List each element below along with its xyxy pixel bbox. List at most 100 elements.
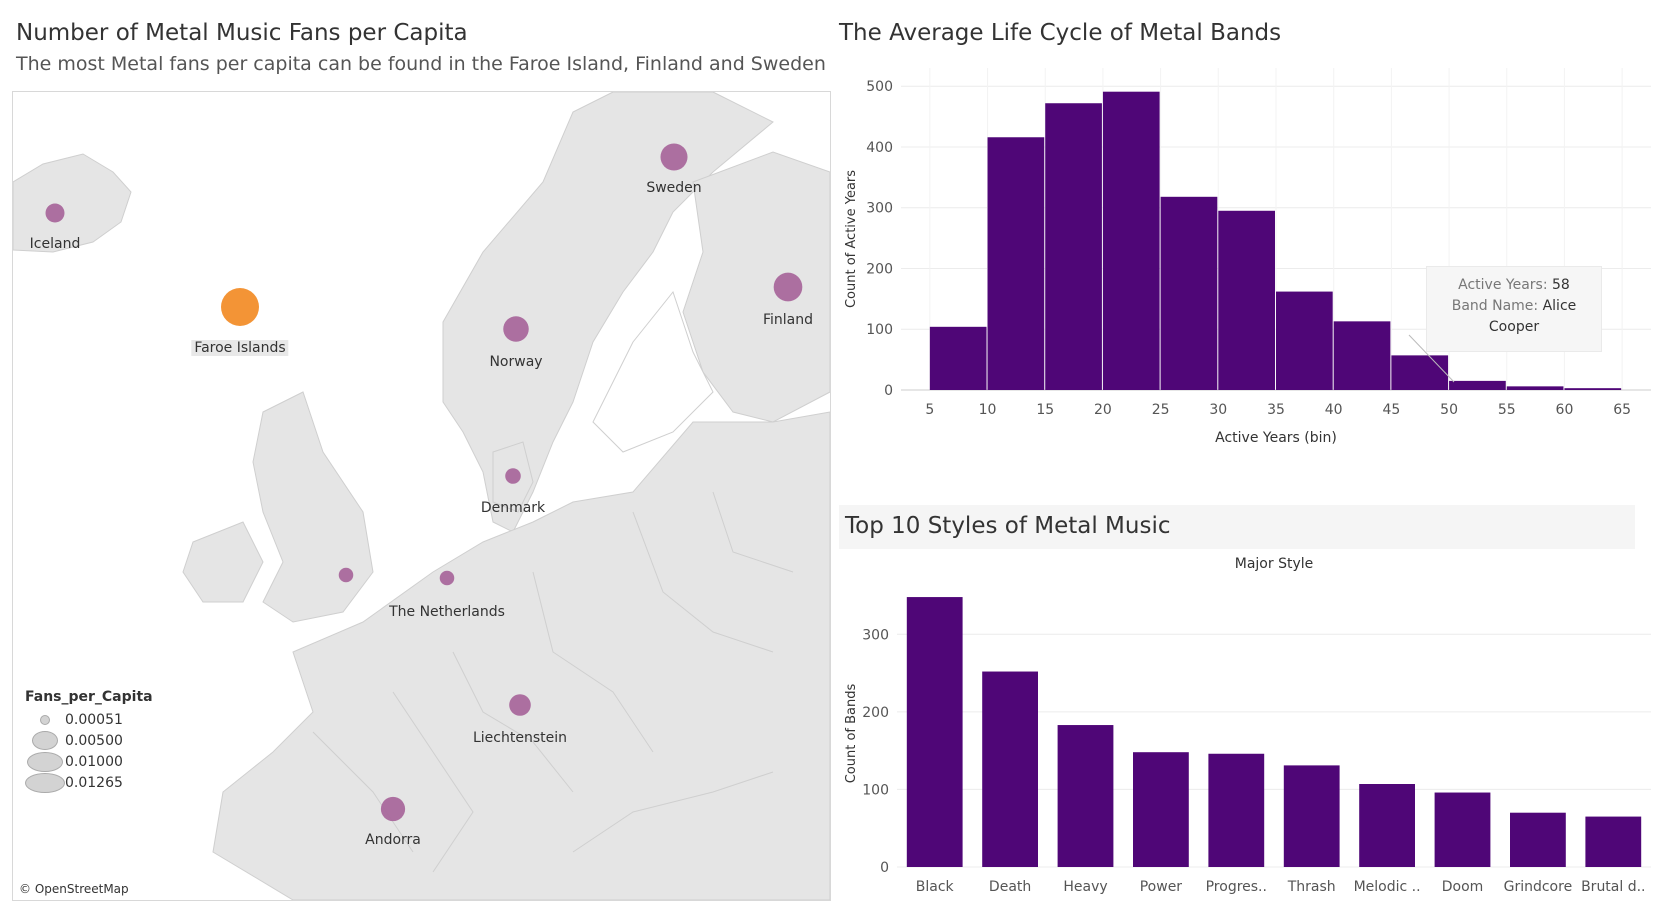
bars-x-tick-label: Power [1140, 879, 1183, 895]
hist-y-tick-label: 200 [866, 261, 893, 277]
hist-bar [1391, 355, 1449, 390]
histogram-tooltip: Active Years: 58 Band Name: Alice Cooper [1426, 266, 1602, 352]
map-point-label: Iceland [29, 236, 81, 252]
legend-title: Fans_per_Capita [25, 689, 153, 705]
bars-x-tick-label: Grindcore [1504, 879, 1573, 895]
histogram-chart[interactable]: 0 100 200 300 400 500 5 10 15 20 25 30 35 40 45 50 55 60 6… [839, 60, 1657, 480]
hist-y-tick-label: 500 [866, 79, 893, 95]
hist-bar [987, 137, 1045, 390]
legend-size-marker [32, 731, 58, 750]
hist-bar [1276, 291, 1333, 390]
map-title: Number of Metal Music Fans per Capita [16, 20, 468, 46]
tooltip-key: Band Name: [1451, 298, 1539, 314]
map-point [505, 468, 521, 484]
bars-y-tick-label: 300 [862, 627, 889, 643]
legend-row: 0.01000 [25, 751, 153, 772]
bars-x-tick-label: Black [916, 879, 955, 895]
hist-x-axis-label: Active Years (bin) [1215, 430, 1337, 446]
size-legend: Fans_per_Capita 0.00051 0.00500 0.01000 … [25, 689, 153, 793]
bar-chart[interactable]: Major Style 0 100 200 300 Black Death Heavy Powe… [839, 550, 1657, 911]
tooltip-line-3: Cooper [1427, 317, 1601, 338]
legend-value: 0.00500 [65, 732, 123, 749]
map-point [338, 567, 354, 583]
hist-y-tick-label: 300 [866, 201, 893, 217]
hist-bar [1333, 321, 1391, 390]
bars-column-header: Major Style [1235, 556, 1313, 572]
legend-size-marker [25, 772, 65, 793]
bars-x-tick-label: Doom [1442, 879, 1484, 895]
hist-bar [1564, 388, 1622, 390]
hist-bar [1102, 91, 1160, 390]
hist-x-tick-label: 40 [1325, 402, 1343, 418]
map-point [380, 796, 406, 822]
bars-bar [1585, 816, 1642, 867]
bars-bar [1208, 753, 1265, 867]
tooltip-key: Active Years: [1458, 277, 1548, 293]
bars-x-tick-label: Melodic .. [1354, 879, 1421, 895]
map-point [509, 694, 531, 716]
hist-x-tick-label: 30 [1209, 402, 1227, 418]
hist-x-tick-label: 55 [1498, 402, 1516, 418]
bars-y-tick-label: 0 [880, 860, 889, 876]
map-point [439, 570, 455, 586]
legend-size-marker [40, 714, 50, 725]
hist-x-tick-label: 65 [1613, 402, 1631, 418]
hist-x-tick-label: 25 [1152, 402, 1170, 418]
bars-x-tick-label: Thrash [1287, 879, 1336, 895]
bars-bar [1133, 752, 1189, 867]
bars-bar [1359, 784, 1415, 867]
bars-x-tick-label: Heavy [1063, 879, 1107, 895]
hist-bar [1160, 196, 1218, 390]
map-point [45, 203, 65, 223]
bars-bar [1057, 725, 1114, 867]
hist-y-tick-label: 0 [884, 383, 893, 399]
tooltip-line-2: Band Name: Alice [1427, 296, 1601, 317]
bars-y-tick-label: 200 [862, 705, 889, 721]
hist-bar [1045, 103, 1102, 390]
tooltip-line-1: Active Years: 58 [1427, 275, 1601, 296]
map-point-label: Sweden [646, 180, 702, 196]
hist-bar [1218, 210, 1275, 390]
map-point-label: Liechtenstein [472, 730, 568, 746]
tooltip-value: Alice [1542, 298, 1577, 314]
map-point-label: Andorra [365, 832, 421, 848]
legend-row: 0.00500 [25, 730, 153, 751]
hist-x-tick-label: 5 [925, 402, 934, 418]
hist-bar [1506, 386, 1564, 390]
bars-title-band [839, 505, 1635, 549]
hist-x-tick-label: 20 [1094, 402, 1112, 418]
map-point-label: Faroe Islands [191, 340, 289, 356]
bars-y-axis-label: Count of Bands [844, 684, 859, 784]
bars-bar [982, 671, 1038, 867]
hist-y-axis-label: Count of Active Years [844, 170, 859, 308]
map-attribution[interactable]: © OpenStreetMap [19, 882, 129, 896]
map-panel[interactable]: Iceland Faroe Islands Sweden Finland Norway D… [12, 91, 831, 901]
bars-x-tick-label: Brutal d.. [1581, 879, 1645, 895]
map-point-label: Norway [489, 354, 543, 370]
map-point [660, 143, 688, 171]
bars-bar [1283, 765, 1340, 867]
legend-value: 0.00051 [65, 711, 123, 728]
tooltip-value: Cooper [1488, 319, 1540, 335]
bars-bar [906, 597, 963, 867]
legend-row: 0.00051 [25, 709, 153, 730]
tooltip-value: 58 [1552, 277, 1570, 293]
tooltip-connector [1408, 334, 1455, 383]
legend-value: 0.01000 [65, 753, 123, 770]
hist-x-tick-label: 10 [979, 402, 997, 418]
hist-y-tick-label: 100 [866, 322, 893, 338]
map-point-label: The Netherlands [389, 604, 505, 620]
bars-x-tick-label: Progres.. [1206, 879, 1267, 895]
bars-title: Top 10 Styles of Metal Music [845, 513, 1171, 539]
hist-x-tick-label: 35 [1267, 402, 1285, 418]
bars-x-tick-label: Death [989, 879, 1031, 895]
hist-bar [929, 326, 987, 390]
bars-bar [1434, 792, 1491, 867]
map-point [221, 288, 259, 326]
hist-bar [1449, 380, 1506, 390]
hist-y-tick-label: 400 [866, 140, 893, 156]
hist-x-tick-label: 45 [1382, 402, 1400, 418]
legend-row: 0.01265 [25, 772, 153, 793]
bars-y-tick-label: 100 [862, 782, 889, 798]
map-point [503, 316, 529, 342]
